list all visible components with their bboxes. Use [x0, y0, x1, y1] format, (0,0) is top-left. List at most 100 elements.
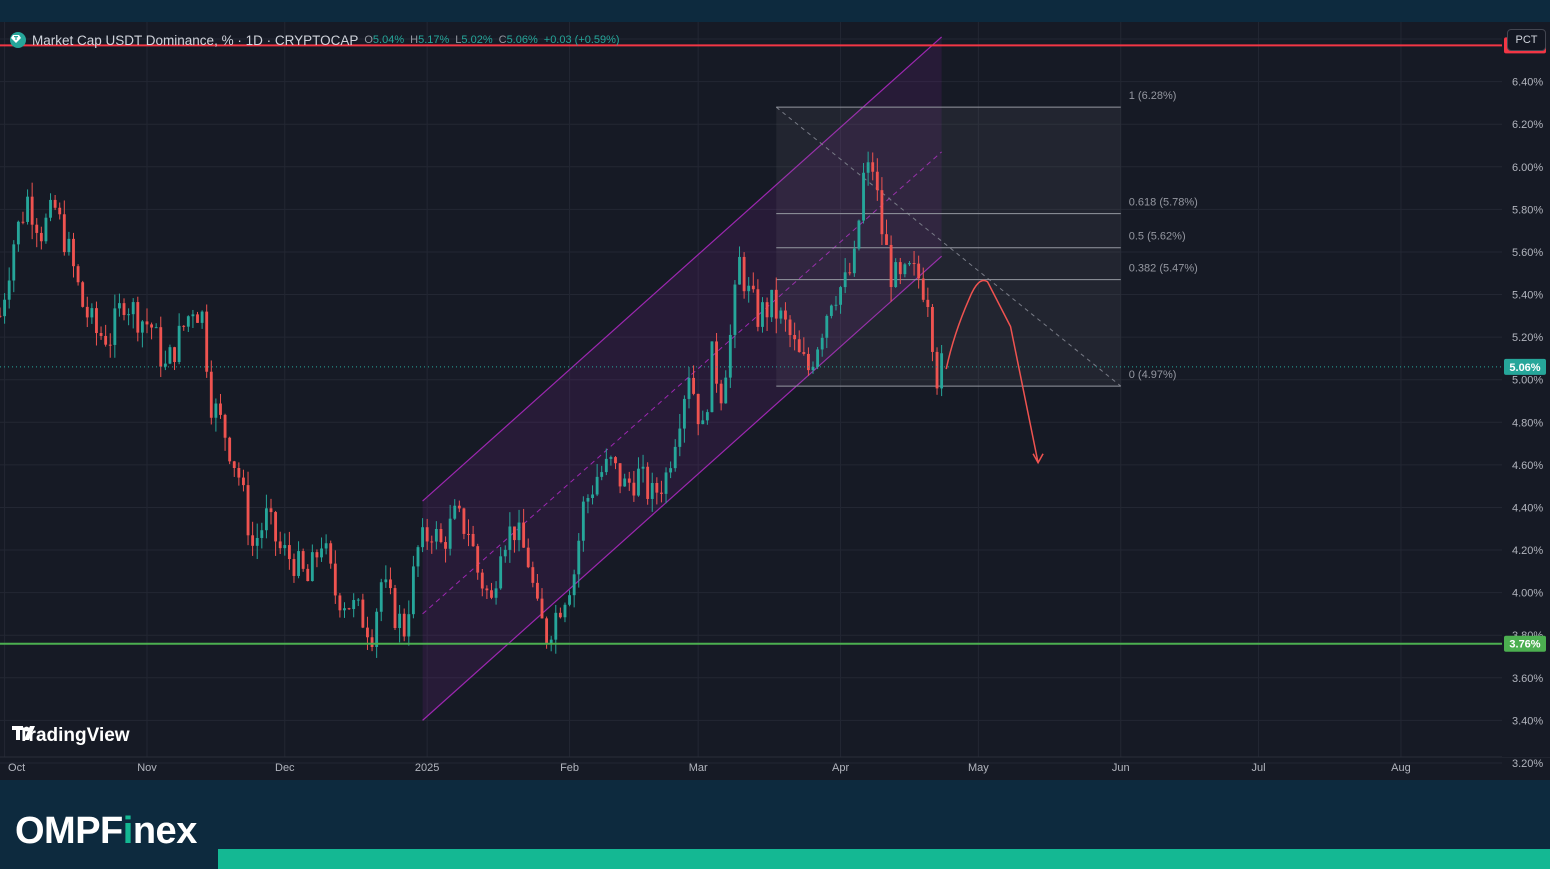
candle-body: [917, 263, 921, 279]
candle-body: [705, 412, 709, 421]
price-tick-label: 4.00%: [1512, 588, 1543, 600]
candle-body: [16, 221, 20, 245]
candle-body: [641, 466, 645, 469]
candle-body: [600, 472, 604, 477]
candle-body: [154, 327, 158, 329]
candle-body: [761, 302, 764, 327]
brand-logo: OMPFinex: [15, 810, 197, 852]
candle-body: [535, 582, 539, 599]
candle-body: [361, 599, 365, 628]
price-tick-label: 5.80%: [1512, 204, 1543, 216]
candle-body: [940, 353, 944, 389]
price-tick-label: 3.60%: [1512, 673, 1543, 685]
candle-body: [517, 522, 521, 541]
time-tick-label: Oct: [8, 762, 25, 774]
candle-body: [159, 327, 163, 367]
price-tick-label: 5.00%: [1512, 375, 1543, 387]
candle-body: [678, 428, 682, 447]
candle-body: [246, 485, 250, 536]
ohlc-low: L5.02%: [455, 34, 493, 46]
candle-body: [104, 335, 108, 345]
candle-body: [90, 308, 94, 318]
candle-body: [384, 579, 388, 583]
candle-body: [416, 547, 420, 567]
chart-panel[interactable]: 1 (6.28%) 0.618 (5.78%) 0.5 (5.62%) 0.382 (…: [0, 22, 1550, 780]
candle-body: [871, 162, 875, 172]
time-tick-label: Dec: [275, 762, 295, 774]
candle-body: [448, 518, 452, 549]
candle-body: [333, 563, 337, 596]
price-tick-label: 5.60%: [1512, 247, 1543, 259]
candle-body: [595, 476, 599, 495]
candle-body: [788, 319, 792, 336]
candle-body: [264, 508, 268, 531]
candle-body: [669, 468, 673, 473]
fib-level-label: 0 (4.97%): [1129, 369, 1177, 381]
candle-body: [407, 614, 411, 637]
time-tick-label: Feb: [560, 762, 579, 774]
candle-body: [604, 458, 608, 473]
candle-body: [765, 302, 769, 318]
scale-mode-button[interactable]: PCT: [1507, 29, 1546, 51]
candle-body: [297, 551, 300, 576]
candle-body: [85, 306, 89, 318]
candle-body: [329, 543, 333, 564]
candle-body: [434, 528, 438, 542]
candle-body: [200, 311, 204, 323]
symbol-legend[interactable]: Market Cap USDT Dominance, % · 1D · CRYP…: [10, 32, 620, 48]
price-tick-label: 5.20%: [1512, 332, 1543, 344]
candle-body: [457, 505, 461, 509]
candle-body: [513, 526, 516, 541]
price-chart[interactable]: 1 (6.28%) 0.618 (5.78%) 0.5 (5.62%) 0.382 (…: [0, 22, 1550, 780]
top-bar: [0, 0, 1550, 22]
candle-body: [379, 582, 383, 612]
candle-body: [76, 266, 80, 283]
candle-body: [72, 238, 75, 267]
last-price-tag: [1504, 358, 1546, 375]
time-tick-label: Jun: [1112, 762, 1130, 774]
time-tick-label: Jul: [1252, 762, 1266, 774]
candle-body: [632, 482, 636, 496]
candle-body: [526, 547, 530, 568]
symbol-name[interactable]: Market Cap USDT Dominance, % · 1D · CRYP…: [32, 32, 359, 48]
candle-body: [554, 612, 558, 640]
candle-body: [885, 234, 888, 245]
candle-body: [173, 347, 176, 363]
candle-body: [581, 501, 585, 541]
candle-body: [462, 508, 466, 534]
candle-body: [926, 299, 930, 308]
candle-body: [214, 403, 218, 418]
candle-body: [577, 540, 581, 575]
candle-body: [425, 527, 429, 542]
candle-body: [549, 639, 553, 644]
fib-level-label: 1 (6.28%): [1129, 90, 1177, 102]
tradingview-watermark[interactable]: TradingView: [12, 725, 130, 747]
candle-body: [586, 498, 590, 502]
candle-body: [237, 468, 241, 478]
candle-body: [67, 238, 71, 253]
price-tick-label: 4.20%: [1512, 545, 1543, 557]
candle-body: [609, 457, 613, 459]
candle-body: [306, 568, 310, 582]
candle-body: [903, 264, 907, 275]
candle-body: [843, 272, 847, 288]
candle-body: [12, 244, 16, 281]
candle-body: [223, 414, 227, 438]
candle-body: [370, 637, 374, 648]
ohlc-values: O5.04% H5.17% L5.02% C5.06% +0.03 (+0.59…: [364, 34, 619, 46]
candle-body: [696, 393, 700, 425]
candle-body: [784, 310, 787, 320]
candle-body: [471, 533, 475, 547]
candle-body: [21, 221, 25, 223]
candle-body: [568, 595, 571, 605]
price-axis: [1502, 22, 1550, 757]
candle-body: [545, 618, 549, 644]
candle-body: [191, 314, 195, 317]
candle-body: [866, 162, 870, 173]
candle-body: [430, 541, 434, 543]
candle-body: [375, 611, 379, 648]
candle-body: [205, 311, 209, 372]
candle-body: [411, 566, 415, 615]
candle-body: [278, 541, 282, 549]
candle-body: [113, 308, 117, 345]
